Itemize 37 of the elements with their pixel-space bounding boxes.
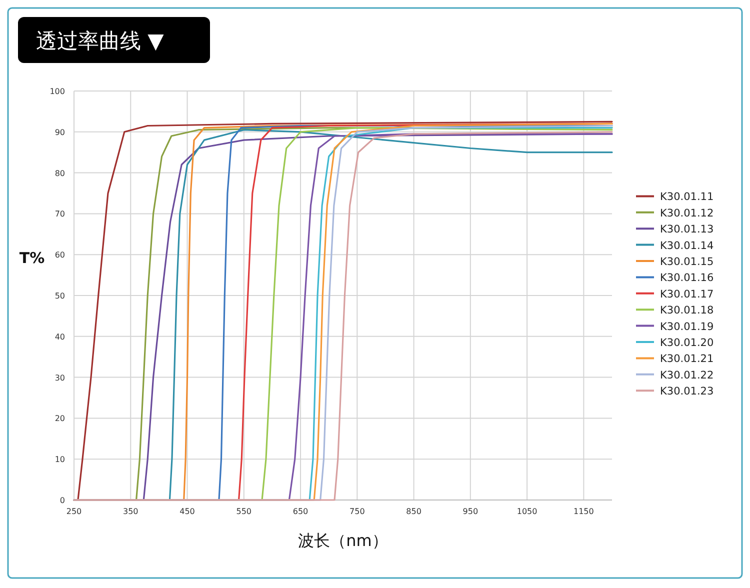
y-tick-label: 20 — [54, 414, 65, 424]
legend-label: K30.01.19 — [660, 320, 714, 333]
legend-label: K30.01.12 — [660, 207, 714, 220]
x-tick-label: 850 — [406, 507, 422, 516]
x-tick-label: 450 — [180, 507, 195, 516]
legend-label: K30.01.21 — [660, 353, 714, 366]
legend-label: K30.01.15 — [660, 256, 714, 268]
legend-label: K30.01.11 — [660, 191, 714, 204]
legend-label: K30.01.14 — [660, 240, 714, 252]
x-tick-label: 250 — [66, 507, 82, 516]
y-tick-label: 30 — [54, 373, 65, 382]
legend-label: K30.01.18 — [660, 304, 714, 317]
y-tick-label: 100 — [50, 87, 65, 96]
legend-label: K30.01.16 — [660, 272, 714, 284]
y-tick-label: 50 — [54, 292, 65, 300]
y-tick-label: 60 — [54, 250, 65, 260]
x-tick-label: 1150 — [574, 507, 594, 516]
legend-label: K30.01.20 — [660, 337, 714, 349]
legend-label: K30.01.13 — [660, 224, 714, 236]
x-tick-label: 950 — [462, 507, 478, 516]
y-tick-label: 40 — [54, 332, 65, 342]
legend-label: K30.01.22 — [660, 369, 714, 382]
y-tick-label: 0 — [60, 496, 65, 505]
x-tick-label: 750 — [350, 507, 365, 516]
y-tick-label: 80 — [54, 168, 65, 178]
x-tick-label: 650 — [292, 507, 308, 516]
x-tick-label: 550 — [236, 507, 252, 516]
x-axis-title: 波长（nm） — [298, 531, 388, 550]
y-tick-label: 90 — [54, 128, 65, 137]
y-axis-title: T% — [19, 249, 45, 267]
x-tick-label: 1050 — [516, 507, 538, 516]
chart-title: 透过率曲线 ▼ — [36, 29, 165, 53]
y-tick-label: 70 — [54, 210, 65, 219]
legend-label: K30.01.17 — [660, 288, 714, 300]
legend-label: K30.01.23 — [660, 386, 714, 398]
y-tick-label: 10 — [54, 455, 65, 464]
x-tick-label: 350 — [122, 507, 138, 516]
